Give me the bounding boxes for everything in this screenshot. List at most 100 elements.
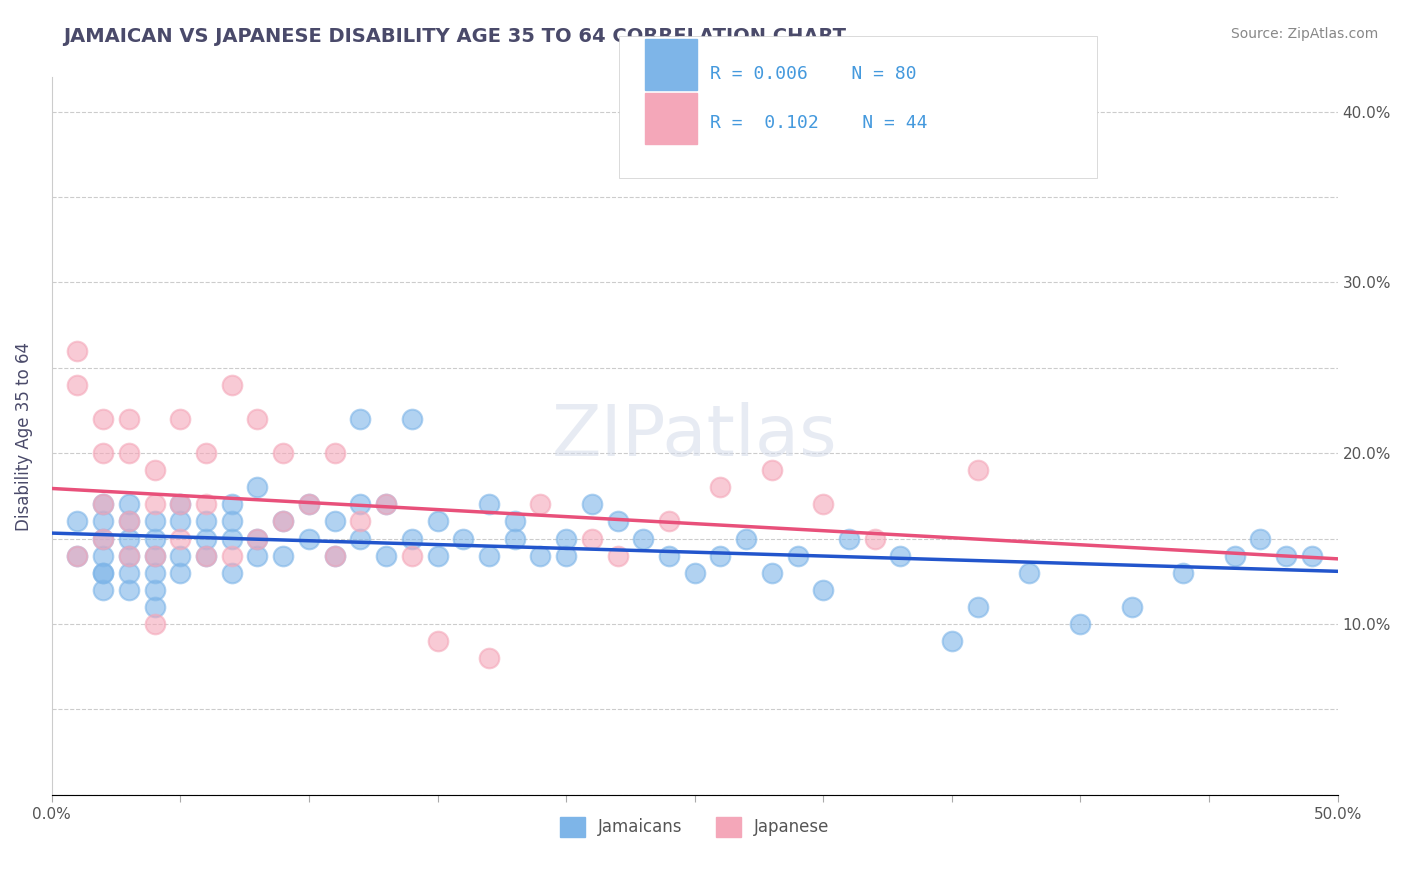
Point (169, 497, 191, 511)
Point (195, 497, 218, 511)
Point (91, 532, 114, 546)
Point (91, 566, 114, 580)
Point (91, 566, 114, 580)
Point (195, 532, 218, 546)
Point (503, 515, 526, 529)
Point (451, 532, 474, 546)
Point (555, 549, 578, 563)
Point (143, 463, 166, 477)
Point (1275, 549, 1298, 563)
Point (221, 515, 243, 529)
Point (1018, 566, 1040, 580)
Point (1301, 549, 1323, 563)
Point (169, 515, 191, 529)
Point (761, 566, 783, 580)
Point (118, 515, 141, 529)
Point (246, 549, 269, 563)
Point (118, 446, 141, 460)
Legend: Jamaicans, Japanese: Jamaicans, Japanese (553, 810, 837, 844)
Point (323, 446, 346, 460)
Point (786, 549, 808, 563)
Point (606, 515, 628, 529)
Point (581, 497, 603, 511)
Point (221, 497, 243, 511)
Point (966, 463, 988, 477)
Point (91, 446, 114, 460)
Point (298, 497, 321, 511)
Point (118, 549, 141, 563)
Point (246, 532, 269, 546)
Point (349, 515, 371, 529)
Point (169, 412, 191, 426)
Point (658, 549, 681, 563)
Point (375, 549, 398, 563)
Point (478, 549, 501, 563)
Point (813, 497, 835, 511)
Point (169, 566, 191, 580)
Point (889, 549, 911, 563)
Point (195, 549, 218, 563)
Point (91, 515, 114, 529)
Point (91, 497, 114, 511)
Point (66, 549, 89, 563)
Point (683, 566, 706, 580)
Point (271, 446, 294, 460)
Text: R =  0.102    N = 44: R = 0.102 N = 44 (710, 114, 928, 132)
Point (863, 532, 886, 546)
Point (246, 532, 269, 546)
Point (143, 616, 166, 631)
Point (555, 532, 578, 546)
Point (91, 497, 114, 511)
Point (375, 497, 398, 511)
Point (91, 412, 114, 426)
Point (426, 549, 449, 563)
Point (246, 412, 269, 426)
Point (966, 599, 988, 614)
Point (91, 532, 114, 546)
Point (118, 582, 141, 597)
Point (298, 497, 321, 511)
Point (401, 412, 423, 426)
Point (143, 549, 166, 563)
Point (838, 532, 860, 546)
Point (1173, 566, 1195, 580)
Text: R = 0.006    N = 80: R = 0.006 N = 80 (710, 65, 917, 83)
Point (143, 599, 166, 614)
Point (709, 549, 731, 563)
Point (118, 549, 141, 563)
Point (271, 515, 294, 529)
Point (143, 582, 166, 597)
Point (323, 549, 346, 563)
Point (349, 412, 371, 426)
Point (761, 463, 783, 477)
Point (221, 377, 243, 392)
Point (349, 532, 371, 546)
Text: ZIPatlas: ZIPatlas (553, 401, 838, 471)
Point (426, 634, 449, 648)
Point (1121, 599, 1143, 614)
Point (221, 566, 243, 580)
Point (143, 566, 166, 580)
Point (581, 532, 603, 546)
Point (323, 515, 346, 529)
Point (195, 515, 218, 529)
Point (143, 497, 166, 511)
Point (401, 532, 423, 546)
Point (606, 549, 628, 563)
Point (169, 497, 191, 511)
Point (91, 549, 114, 563)
Point (529, 549, 551, 563)
Text: Source: ZipAtlas.com: Source: ZipAtlas.com (1230, 27, 1378, 41)
Point (246, 480, 269, 494)
Point (118, 566, 141, 580)
Point (118, 412, 141, 426)
Point (401, 549, 423, 563)
Point (66, 549, 89, 563)
Point (633, 532, 655, 546)
Point (478, 651, 501, 665)
Point (1223, 549, 1246, 563)
Point (503, 532, 526, 546)
Point (1069, 616, 1091, 631)
Point (478, 497, 501, 511)
Point (118, 497, 141, 511)
